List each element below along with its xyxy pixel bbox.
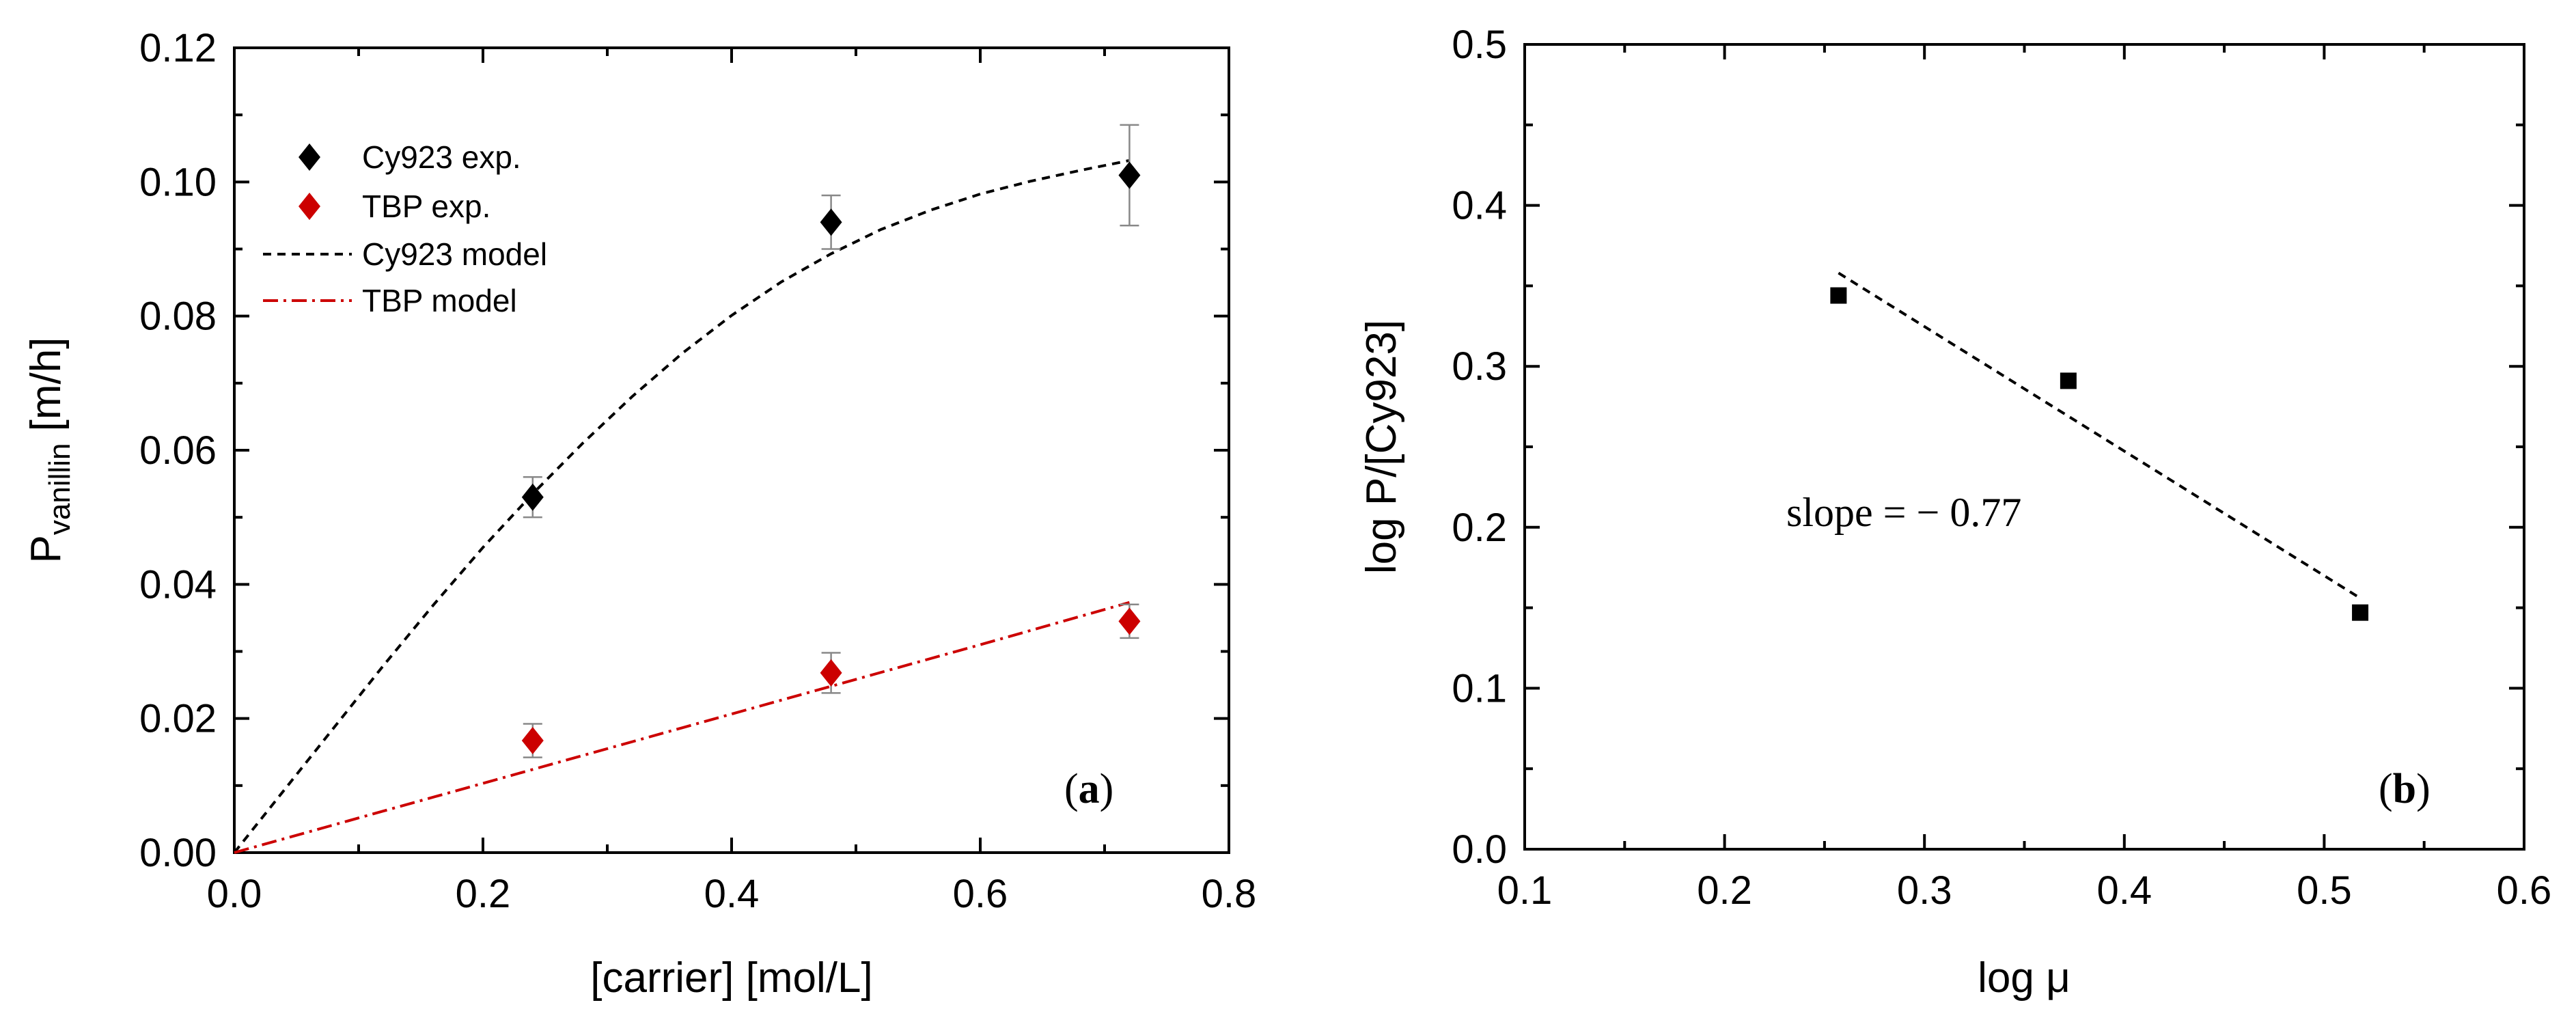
a-y-tick-label: 0.12	[139, 26, 217, 70]
b-y-tick-label: 0.2	[1452, 506, 1507, 550]
a-point-cy923-exp-	[521, 483, 544, 511]
panel-b-y-axis-title: log P/[Cy923]	[1358, 320, 1405, 574]
panel-a-chart: 0.000.020.040.060.080.100.12 0.0 0.2 0.4 0.…	[23, 26, 1256, 1002]
a-y-tick-label: 0.02	[139, 697, 217, 741]
b-y-tick-label: 0.0	[1452, 827, 1507, 872]
slope-annotation: slope = − 0.77	[1786, 490, 2021, 535]
a-point-tbp-exp-	[521, 727, 544, 755]
a-x-tick-label: 0.4	[704, 872, 760, 916]
legend-cy923-exp-label: Cy923 exp.	[362, 139, 521, 175]
panel-a-label: (a)	[1064, 766, 1113, 812]
a-x-tick-label: 0.0	[207, 872, 262, 916]
panel-b-x-axis-title: log μ	[1978, 954, 2071, 1002]
legend-tbp-model-label: TBP model	[362, 283, 517, 318]
b-point-data	[2060, 372, 2077, 389]
b-y-tick-label: 0.1	[1452, 666, 1507, 711]
legend-tbp-exp-marker	[299, 193, 320, 220]
a-series-line-tbp-model	[234, 601, 1130, 854]
panel-b-chart: 0.00.10.20.30.40.5 0.1 0.2 0.3 0.4 0.5 0.6 sl…	[1358, 23, 2551, 1002]
b-x-tick-label: 0.2	[1697, 868, 1752, 913]
panel-a-series	[233, 124, 1141, 854]
b-point-data	[2352, 604, 2369, 621]
a-y-tick-label: 0.08	[139, 294, 217, 339]
legend-tbp-exp-label: TBP exp.	[362, 189, 490, 224]
panel-a-legend: Cy923 exp. TBP exp. Cy923 model TBP mode…	[263, 139, 547, 318]
b-point-data	[1830, 287, 1847, 304]
a-x-tick-label: 0.2	[456, 872, 511, 916]
panel-b-series	[1830, 271, 2369, 621]
b-series-line-fit	[1838, 271, 2362, 600]
b-x-tick-label: 0.3	[1897, 868, 1952, 913]
panel-b-plot-frame	[1523, 43, 2525, 851]
legend-cy923-exp-marker	[299, 143, 320, 171]
a-point-cy923-exp-	[820, 208, 842, 236]
b-y-tick-label: 0.4	[1452, 184, 1507, 228]
a-y-tick-label: 0.04	[139, 562, 217, 607]
b-x-tick-label: 0.1	[1497, 868, 1553, 913]
b-x-tick-label: 0.5	[2297, 868, 2352, 913]
b-y-tick-label: 0.5	[1452, 23, 1507, 67]
panel-b-label: (b)	[2379, 766, 2430, 812]
panel-b-y-ticks: 0.0 0.1 0.2 0.3 0.4 0.5	[1452, 23, 2524, 872]
a-y-tick-label: 0.10	[139, 160, 217, 204]
b-y-tick-label: 0.3	[1452, 344, 1507, 389]
panel-a-x-ticks: 0.0 0.2 0.4 0.6 0.8	[207, 48, 1257, 916]
panel-a-y-axis-title: Pvanillin [m/h]	[23, 337, 77, 564]
panel-a-y-ticks: 0.00 0.02 0.04 0.06 0.08 0.10 0.12	[139, 26, 1229, 875]
a-x-tick-label: 0.6	[953, 872, 1008, 916]
legend-cy923-model-label: Cy923 model	[362, 236, 547, 272]
b-x-tick-label: 0.6	[2497, 868, 2552, 913]
b-x-tick-label: 0.4	[2096, 868, 2152, 913]
panel-b-x-ticks: 0.1 0.2 0.3 0.4 0.5 0.6	[1497, 44, 2552, 913]
a-x-tick-label: 0.8	[1202, 872, 1257, 916]
a-y-tick-label: 0.00	[139, 831, 217, 875]
panel-a-x-axis-title: [carrier] [mol/L]	[590, 954, 872, 1002]
a-y-tick-label: 0.06	[139, 428, 217, 473]
a-point-tbp-exp-	[820, 659, 842, 687]
a-point-tbp-exp-	[1118, 607, 1141, 635]
a-point-cy923-exp-	[1118, 161, 1141, 189]
